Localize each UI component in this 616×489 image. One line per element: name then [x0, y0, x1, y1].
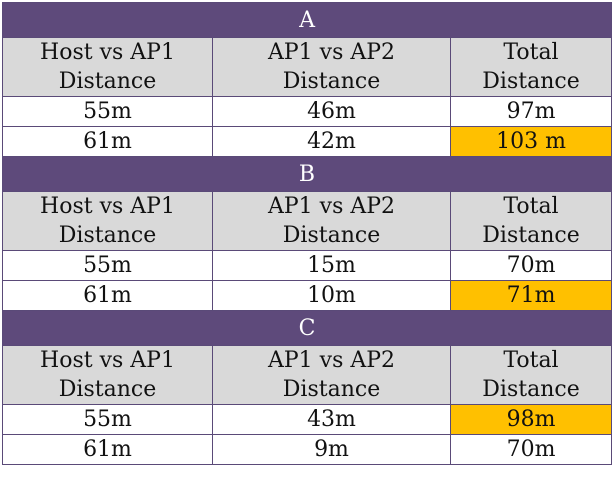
table-cell: 10m [212, 280, 451, 311]
table-cell: 9m [212, 434, 451, 465]
table-row: 61m 42m 103 m [2, 126, 613, 157]
header-row: Host vs AP1 Distance AP1 vs AP2 Distance Tot… [2, 37, 613, 97]
highlighted-cell: 71m [449, 280, 613, 311]
distance-table-body: A Host vs AP1 Distance AP1 vs AP2 Distance To… [1, 2, 613, 465]
column-header: Host vs AP1 Distance [2, 345, 213, 405]
table-row: 55m 46m 97m [2, 96, 613, 127]
table-cell: 97m [449, 96, 613, 127]
distance-table: A Host vs AP1 Distance AP1 vs AP2 Distance To… [1, 2, 613, 465]
table-cell: 46m [212, 96, 451, 127]
column-header: AP1 vs AP2 Distance [212, 191, 451, 251]
table-row: 61m 9m 70m [2, 434, 613, 465]
table-row: 55m 15m 70m [2, 250, 613, 281]
section-title: A [1, 2, 613, 38]
table-cell: 70m [449, 434, 613, 465]
table-cell: 61m [2, 126, 213, 157]
table-row: 55m 43m 98m [2, 404, 613, 435]
table-cell: 55m [2, 404, 213, 435]
section-title: B [1, 156, 613, 192]
section-title: C [1, 310, 613, 346]
header-row: Host vs AP1 Distance AP1 vs AP2 Distance Tot… [2, 191, 613, 251]
column-header: Host vs AP1 Distance [2, 191, 213, 251]
table-cell: 55m [2, 96, 213, 127]
highlighted-cell: 103 m [449, 126, 613, 157]
table-cell: 61m [2, 434, 213, 465]
highlighted-cell: 98m [449, 404, 613, 435]
header-row: Host vs AP1 Distance AP1 vs AP2 Distance Tot… [2, 345, 613, 405]
column-header: AP1 vs AP2 Distance [212, 37, 451, 97]
section-row-c: C [1, 310, 613, 346]
column-header: Total Distance [449, 37, 613, 97]
column-header: Total Distance [449, 345, 613, 405]
section-row-a: A [1, 2, 613, 38]
table-cell: 15m [212, 250, 451, 281]
column-header: Host vs AP1 Distance [2, 37, 213, 97]
column-header: Total Distance [449, 191, 613, 251]
section-row-b: B [1, 156, 613, 192]
table-cell: 61m [2, 280, 213, 311]
table-cell: 42m [212, 126, 451, 157]
table-cell: 43m [212, 404, 451, 435]
table-cell: 70m [449, 250, 613, 281]
column-header: AP1 vs AP2 Distance [212, 345, 451, 405]
table-cell: 55m [2, 250, 213, 281]
table-row: 61m 10m 71m [2, 280, 613, 311]
page: A Host vs AP1 Distance AP1 vs AP2 Distance To… [1, 2, 613, 465]
